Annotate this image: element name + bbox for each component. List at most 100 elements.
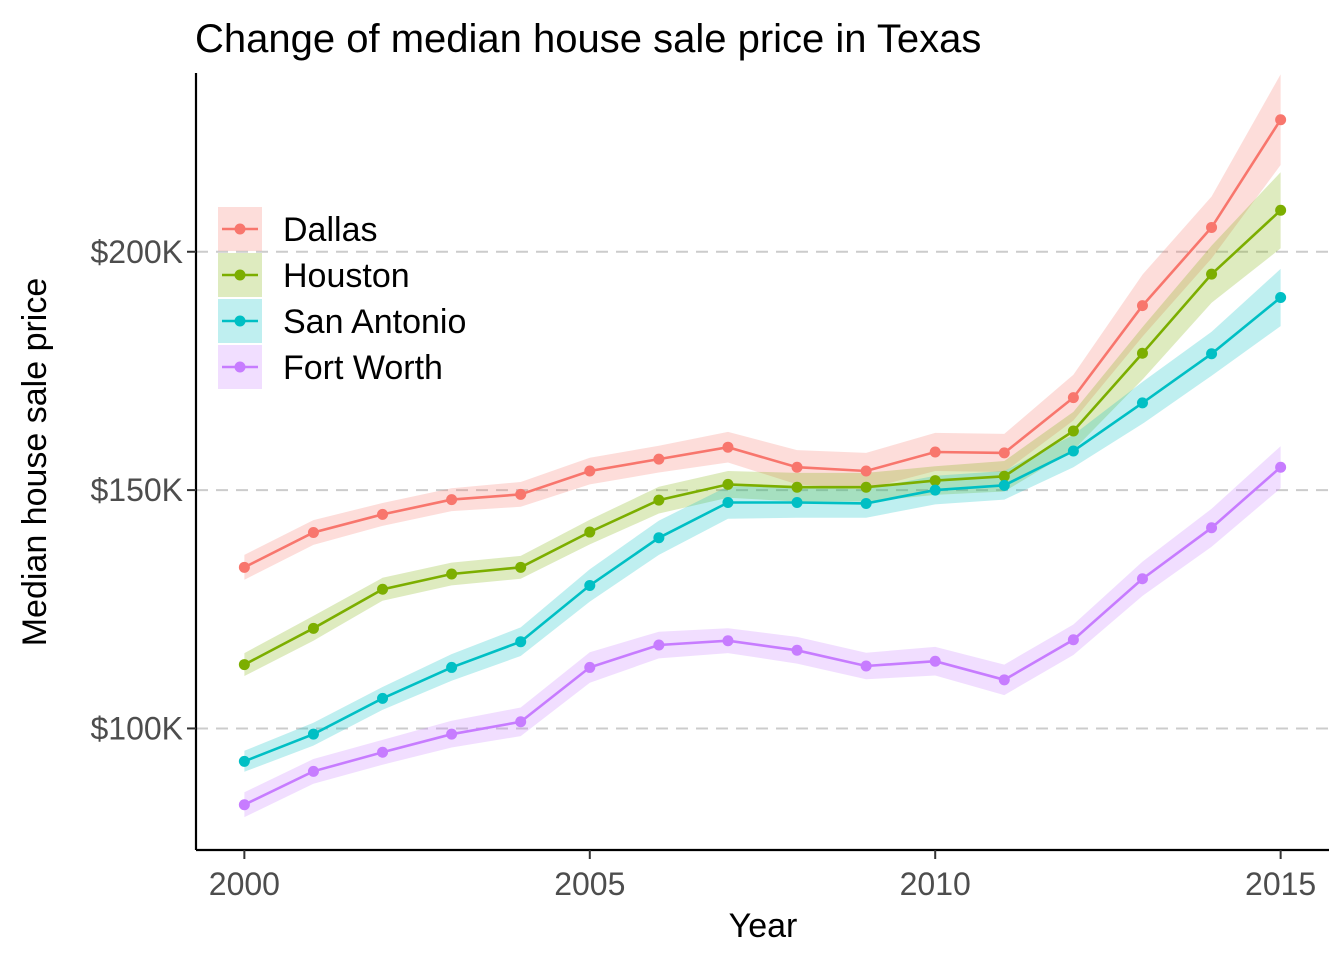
san-antonio-point-2008 [791,496,803,508]
x-tick-label: 2000 [209,866,280,902]
chart-title: Change of median house sale price in Tex… [195,17,981,61]
legend-item-san-antonio: San Antonio [218,299,466,343]
dallas-point-2015 [1275,114,1287,126]
houston-point-2006 [653,494,665,506]
dallas-point-2009 [860,465,872,477]
san-antonio-point-2002 [377,692,389,704]
houston-point-2003 [446,568,458,580]
fort-worth-point-2008 [791,644,803,656]
dallas-point-2002 [377,508,389,520]
legend-item-houston: Houston [218,253,410,297]
houston-point-2009 [860,481,872,493]
dallas-point-2007 [722,441,734,453]
fort-worth-point-2013 [1136,573,1148,585]
houston-point-2007 [722,478,734,490]
x-tick-label: 2015 [1245,866,1316,902]
fort-worth-point-2002 [377,746,389,758]
fort-worth-point-2004 [515,716,527,728]
fort-worth-point-2010 [929,655,941,667]
dallas-point-2006 [653,453,665,465]
san-antonio-point-2004 [515,636,527,648]
san-antonio-confidence-band [244,268,1281,772]
san-antonio-point-2010 [929,484,941,496]
fort-worth-point-2000 [238,799,250,811]
san-antonio-point-2013 [1136,397,1148,409]
series-points [238,114,1287,811]
san-antonio-point-2005 [584,579,596,591]
dallas-point-2004 [515,488,527,500]
grid-lines [196,250,1329,730]
san-antonio-point-2011 [998,479,1010,491]
fort-worth-point-2012 [1067,634,1079,646]
houston-line [243,209,1282,666]
dallas-point-2005 [584,465,596,477]
houston-point-2001 [307,622,319,634]
houston-point-2012 [1067,425,1079,437]
legend-key-point [234,315,246,327]
houston-point-2005 [584,526,596,538]
houston-point-2014 [1206,268,1218,280]
houston-point-2013 [1136,347,1148,359]
x-tick-label: 2010 [900,866,971,902]
houston-point-2008 [791,481,803,493]
dallas-point-2003 [446,494,458,506]
fort-worth-point-2006 [653,639,665,651]
y-tick-label: $200K [90,234,183,270]
fort-worth-point-2011 [998,674,1010,686]
legend-item-dallas: Dallas [218,207,377,251]
houston-point-2010 [929,475,941,487]
san-antonio-point-2003 [446,661,458,673]
san-antonio-line [243,296,1282,763]
fort-worth-point-2007 [722,635,734,647]
houston-point-2000 [238,659,250,671]
fort-worth-point-2009 [860,660,872,672]
houston-point-2004 [515,561,527,573]
legend-key-point [234,361,246,373]
fort-worth-point-2005 [584,661,596,673]
legend-item-fort-worth: Fort Worth [218,345,443,389]
dallas-point-2008 [791,461,803,473]
y-tick-label: $100K [90,710,183,746]
san-antonio-point-2000 [238,755,250,767]
confidence-bands [244,74,1281,818]
legend-key-point [234,269,246,281]
dallas-point-2013 [1136,300,1148,312]
fort-worth-point-2001 [307,765,319,777]
y-axis-title: Median house sale price [16,278,54,647]
fort-worth-point-2015 [1275,461,1287,473]
houston-point-2015 [1275,204,1287,216]
dallas-point-2000 [238,561,250,573]
dallas-point-2012 [1067,392,1079,404]
y-tick-label: $150K [90,472,183,508]
houston-confidence-band [244,172,1281,676]
san-antonio-point-2014 [1206,348,1218,360]
legend-label: San Antonio [283,303,466,341]
legend-label: Fort Worth [283,349,443,387]
dallas-point-2001 [307,527,319,539]
san-antonio-point-2001 [307,728,319,740]
san-antonio-point-2009 [860,497,872,509]
x-axis-title: Year [729,907,798,945]
san-antonio-point-2015 [1275,292,1287,304]
series-lines [243,118,1282,806]
y-axis-ticks: $100K $150K $200K [90,234,196,746]
legend-key-point [234,223,246,235]
fort-worth-line [243,466,1282,806]
san-antonio-point-2012 [1067,445,1079,457]
houston-point-2002 [377,583,389,595]
houston-point-2011 [998,470,1010,482]
dallas-point-2011 [998,447,1010,459]
dallas-point-2014 [1206,221,1218,233]
san-antonio-point-2007 [722,496,734,508]
legend-label: Dallas [283,211,377,249]
dallas-line [243,118,1282,569]
legend-label: Houston [283,257,410,295]
x-tick-label: 2005 [554,866,625,902]
dallas-confidence-band [244,74,1281,580]
legend: Dallas Houston San Antonio Fort Worth [218,207,466,389]
fort-worth-point-2003 [446,728,458,740]
fort-worth-point-2014 [1206,522,1218,534]
dallas-point-2010 [929,446,941,458]
x-axis-ticks: 2000 2005 2010 2015 [209,850,1316,902]
